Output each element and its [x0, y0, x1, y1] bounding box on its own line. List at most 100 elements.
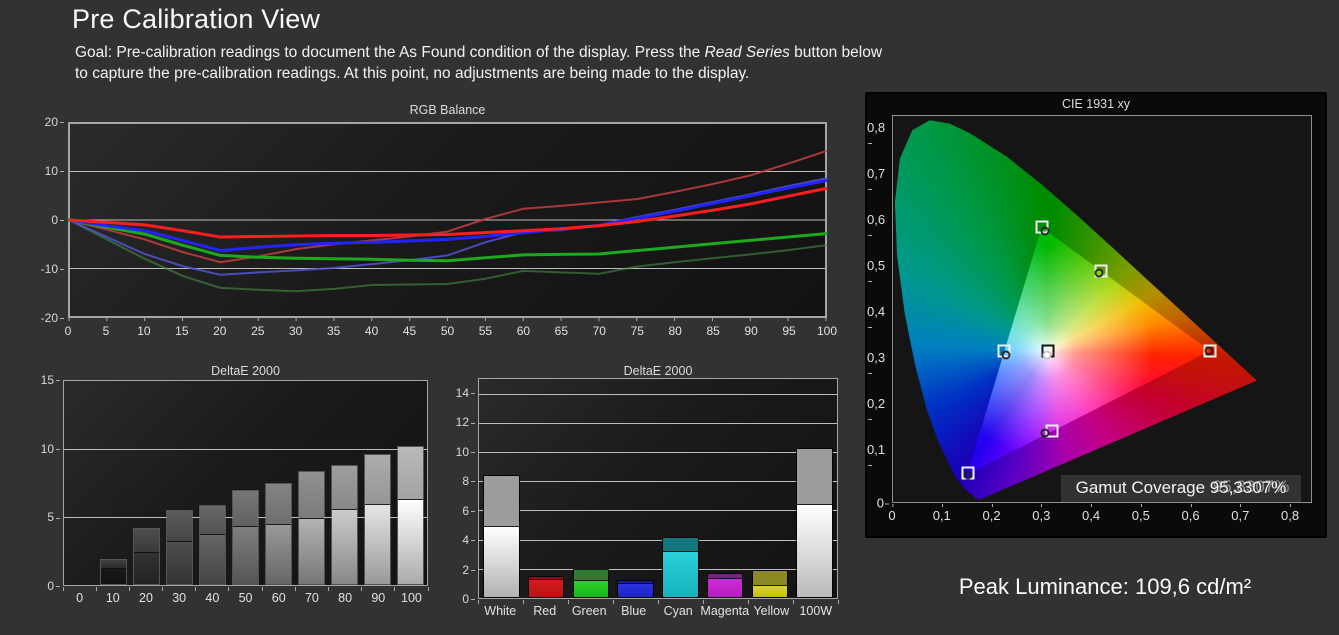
goal-text-suffix: button below to capture the pre-calibrat…	[75, 44, 883, 82]
bar-slots	[479, 379, 837, 598]
bar-slot	[361, 381, 394, 585]
rgb-balance-svg	[67, 123, 828, 321]
bar-outer-segment	[232, 490, 259, 527]
grid-line	[479, 393, 837, 395]
x-axis-label: 10	[105, 591, 120, 605]
x-axis-label: 0,7	[1231, 504, 1250, 523]
y-axis-label: 10	[45, 164, 64, 178]
gamut-coverage-badge: Gamut Coverage 95,8307% 95,3307%	[1061, 475, 1301, 502]
bar-slot	[64, 381, 97, 585]
y-axis-label: 6	[462, 504, 475, 518]
bar-inner-segment	[397, 499, 424, 584]
bar-inner-segment	[232, 526, 259, 584]
x-axis-label: 0	[76, 591, 84, 605]
y-axis-labels: 0 0,1 0,2 0,3 0,4 0,5 0,6 0,7 0,8	[867, 115, 889, 511]
x-axis-label: 20	[139, 591, 153, 605]
y-axis-label: 0,5	[867, 258, 889, 288]
x-tick	[228, 587, 230, 591]
deltae-grayscale-chart: DeltaE 2000 0 5 10 15 0 10 20 30 40 50 60 70 80 90 10…	[40, 360, 440, 622]
bar-white	[483, 475, 520, 598]
x-axis-label: 0	[888, 504, 896, 523]
y-axis-label: 2	[462, 563, 475, 577]
measured-marker-white	[1042, 350, 1052, 360]
bar-red	[527, 576, 565, 598]
bar-green	[572, 568, 610, 598]
bar-slot	[163, 381, 196, 585]
bar-slot	[748, 379, 793, 598]
gamut-coverage-value: 95,3307%	[1209, 478, 1287, 497]
bar-outer-segment	[298, 471, 325, 519]
measured-marker-green	[1040, 226, 1050, 236]
bar-slot	[792, 379, 837, 598]
x-axis-label: 80	[338, 591, 353, 605]
x-tick	[128, 587, 130, 591]
x-axis-label: 30	[289, 324, 303, 338]
bar-100w	[796, 447, 833, 598]
x-axis-label: 50	[238, 591, 253, 605]
x-axis-label: 90	[371, 591, 386, 605]
y-axis-label: 10	[41, 442, 60, 456]
y-axis-label: 0,2	[867, 396, 889, 426]
plot-area	[63, 380, 428, 586]
x-tick	[162, 587, 164, 591]
x-axis-label: 60	[516, 324, 531, 338]
x-axis-label: 100	[816, 324, 838, 338]
measured-marker-yellow	[1094, 268, 1104, 278]
bar-slot	[479, 379, 524, 598]
x-tick	[477, 600, 479, 604]
y-axis-label: 5	[47, 510, 60, 524]
y-axis-label: 0,4	[867, 304, 889, 334]
bar-60	[264, 483, 293, 585]
y-axis-label: 0,7	[867, 166, 889, 196]
x-axis-label: 60	[271, 591, 286, 605]
grid-line	[479, 451, 837, 453]
x-axis-label: 0,1	[932, 504, 951, 523]
bar-outer-segment	[397, 447, 424, 500]
x-axis-label: 70	[304, 591, 319, 605]
y-axis-label: -20	[41, 311, 64, 325]
x-axis-label: White	[484, 604, 517, 618]
chart-title: RGB Balance	[409, 103, 486, 117]
x-axis-label: 25	[251, 324, 265, 338]
x-axis-label: 10	[137, 324, 151, 338]
bar-80	[330, 465, 359, 585]
x-axis-ticks	[477, 600, 839, 604]
y-axis-label: 0	[462, 592, 475, 606]
gamut-coverage-ghost-value: 95,8307%	[1212, 477, 1290, 496]
bar-inner-segment	[752, 586, 788, 597]
bar-outer-segment	[100, 560, 127, 569]
plot-area	[67, 122, 828, 321]
bar-outer-segment	[663, 537, 698, 552]
bar-outer-segment	[707, 574, 743, 579]
measured-marker-magenta	[1040, 428, 1050, 438]
bar-40	[198, 504, 227, 585]
bar-inner-segment	[618, 584, 653, 597]
x-tick	[62, 587, 64, 591]
y-axis-label: 0,3	[867, 350, 889, 380]
x-axis-label: Cyan	[663, 604, 693, 618]
x-tick	[261, 587, 263, 591]
bar-outer-segment	[265, 484, 292, 526]
y-axis-labels: 0 5 10 15	[40, 373, 60, 593]
x-axis-label: 75	[630, 324, 644, 338]
x-axis-label: 40	[364, 324, 379, 338]
y-axis-label: 0,1	[867, 442, 889, 472]
bar-slot	[229, 381, 262, 585]
bar-outer-segment	[484, 476, 519, 527]
x-tick	[95, 587, 97, 591]
gamut-coverage-label: Gamut Coverage	[1075, 478, 1206, 497]
x-tick	[427, 587, 429, 591]
y-axis-label: 14	[456, 386, 475, 400]
x-axis-labels: 0 5 10 15 20 25 30 35 40 45 50 55 60 65 70 75 80 85 90 95 10…	[65, 324, 837, 338]
bar-outer-segment	[199, 505, 226, 535]
y-axis-label: 8	[462, 474, 475, 488]
bar-slot	[196, 381, 229, 585]
bar-magenta	[706, 573, 744, 598]
series-red-high	[67, 187, 828, 239]
bar-inner-segment	[100, 568, 127, 584]
bar-inner-segment	[133, 552, 160, 584]
deltae-colorchecker-chart: DeltaE 2000 0 2 4 6 8 10 12 14 White Red Green Blu…	[455, 360, 850, 630]
x-axis-label: 0,2	[982, 504, 1001, 523]
x-axis-ticks	[62, 587, 429, 591]
